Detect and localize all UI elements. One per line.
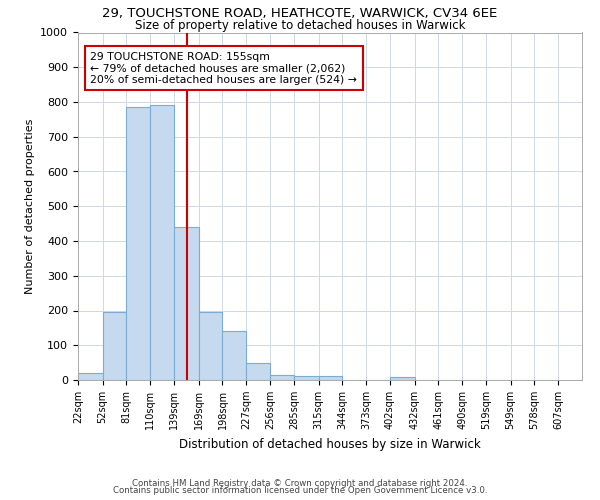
X-axis label: Distribution of detached houses by size in Warwick: Distribution of detached houses by size …	[179, 438, 481, 450]
Bar	[319, 376, 343, 380]
Bar	[223, 332, 246, 380]
Bar	[174, 227, 199, 380]
Text: Contains public sector information licensed under the Open Government Licence v3: Contains public sector information licen…	[113, 486, 487, 495]
Text: Size of property relative to detached houses in Warwick: Size of property relative to detached ho…	[135, 18, 465, 32]
Bar	[294, 376, 319, 380]
Bar	[199, 312, 223, 380]
Text: 29, TOUCHSTONE ROAD, HEATHCOTE, WARWICK, CV34 6EE: 29, TOUCHSTONE ROAD, HEATHCOTE, WARWICK,…	[103, 8, 497, 20]
Y-axis label: Number of detached properties: Number of detached properties	[25, 118, 35, 294]
Text: Contains HM Land Registry data © Crown copyright and database right 2024.: Contains HM Land Registry data © Crown c…	[132, 478, 468, 488]
Bar	[390, 376, 415, 380]
Text: 29 TOUCHSTONE ROAD: 155sqm
← 79% of detached houses are smaller (2,062)
20% of s: 29 TOUCHSTONE ROAD: 155sqm ← 79% of deta…	[91, 52, 357, 85]
Bar	[246, 362, 270, 380]
Bar	[127, 107, 150, 380]
Bar	[103, 312, 127, 380]
Bar	[270, 375, 294, 380]
Bar	[78, 373, 103, 380]
Bar	[150, 106, 174, 380]
